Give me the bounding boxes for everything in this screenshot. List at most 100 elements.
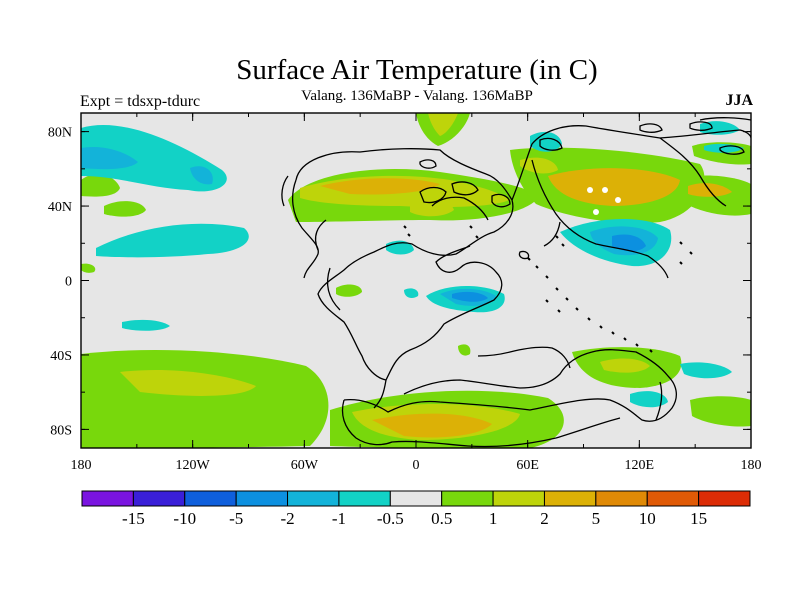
experiment-label: Expt = tdsxp-tdurc xyxy=(80,93,201,110)
coastline xyxy=(679,241,683,245)
colorbar-swatch xyxy=(81,490,134,507)
anomaly-region-green xyxy=(458,344,471,356)
colorbar-labels: -15 -10 -5 -2 -1 -0.5 0.5 1 2 5 10 15 xyxy=(122,509,707,528)
anomaly-region-orange xyxy=(548,168,680,206)
coastline xyxy=(557,309,561,313)
anomaly-region-speck xyxy=(587,187,593,193)
coastline xyxy=(291,179,319,279)
axis-ticks xyxy=(80,113,752,448)
colorbar-label: -5 xyxy=(229,509,243,528)
coastline xyxy=(281,175,289,207)
coastline-layer xyxy=(281,117,751,448)
anomaly-region-blue xyxy=(452,291,488,302)
anomaly-region-speck xyxy=(602,187,608,193)
coastline xyxy=(565,297,569,301)
x-axis-labels: 180 120W 60W 0 60E 120E 180 xyxy=(71,458,762,473)
coastline xyxy=(587,317,591,321)
colorbar-swatch xyxy=(543,490,597,507)
coastline xyxy=(689,251,693,255)
anomaly-region-cyan xyxy=(680,362,732,379)
colorbar-swatch xyxy=(595,490,648,507)
anomaly-region-orange xyxy=(372,413,492,438)
coastline xyxy=(419,159,437,169)
x-tick-label: 180 xyxy=(741,458,762,473)
coastline xyxy=(575,307,579,311)
coastline xyxy=(326,267,341,311)
anomaly-region-green xyxy=(336,284,362,297)
coastline xyxy=(635,343,639,347)
coastline xyxy=(545,275,549,279)
anomaly-region-cyan xyxy=(122,319,170,331)
coastline xyxy=(561,243,565,247)
colorbar-label: 0.5 xyxy=(431,509,452,528)
anomaly-region-green xyxy=(81,350,329,448)
colorbar-swatch xyxy=(646,490,700,507)
coastline xyxy=(611,331,615,335)
coastline xyxy=(649,349,653,353)
anomaly-region-green xyxy=(690,396,751,427)
coastline xyxy=(545,299,549,303)
colorbar-label: -1 xyxy=(332,509,346,528)
map-title: Surface Air Temperature (in C) xyxy=(236,54,598,86)
anomaly-region-yellow_green xyxy=(428,113,458,136)
colorbar-label: 2 xyxy=(540,509,549,528)
colorbar-label: -15 xyxy=(122,509,145,528)
anomaly-region-orange xyxy=(688,183,732,197)
coastline xyxy=(555,235,559,239)
coastline xyxy=(689,121,713,131)
x-tick-label: 60E xyxy=(516,458,539,473)
coastline xyxy=(477,346,571,369)
anomaly-region-blue xyxy=(612,234,646,252)
coastline xyxy=(531,159,669,279)
coastline xyxy=(511,125,751,201)
x-tick-label: 0 xyxy=(413,458,420,473)
coastline xyxy=(543,221,561,247)
y-axis-labels: 80N 40N 0 40S 80S xyxy=(48,126,72,439)
coastline xyxy=(679,261,683,265)
anomaly-region-cyan xyxy=(404,288,419,298)
anomaly-region-light_blue xyxy=(190,166,213,185)
anomaly-region-light_blue xyxy=(81,146,138,170)
coastline xyxy=(451,181,479,196)
anomaly-region-orange xyxy=(320,178,440,195)
coastline xyxy=(655,381,663,421)
coastline xyxy=(475,235,479,239)
coastline xyxy=(539,137,563,151)
coastline xyxy=(599,325,603,329)
x-tick-label: 120W xyxy=(176,458,211,473)
coastline xyxy=(659,137,727,207)
colorbar-label: 5 xyxy=(592,509,601,528)
coastline xyxy=(469,225,473,229)
colorbar-swatch xyxy=(132,490,186,507)
colorbar-swatch xyxy=(338,490,391,507)
y-tick-label: 80S xyxy=(50,423,72,438)
coastline xyxy=(699,117,751,121)
colorbar-swatch xyxy=(235,490,289,507)
x-tick-label: 180 xyxy=(71,458,92,473)
coastline xyxy=(527,257,531,261)
anomaly-region-yellow_green xyxy=(120,369,256,396)
coastline xyxy=(639,123,663,133)
anomaly-region-speck xyxy=(615,197,621,203)
anomaly-region-cyan xyxy=(630,391,668,408)
anomaly-region-green xyxy=(81,263,96,273)
colorbar-swatch xyxy=(389,490,443,507)
colorbar-swatch xyxy=(184,490,237,507)
anomaly-region-yellow_green xyxy=(410,197,454,217)
colorbar-label: -10 xyxy=(173,509,196,528)
coastline xyxy=(431,196,489,221)
colorbar-label: 1 xyxy=(489,509,498,528)
coastline xyxy=(314,219,327,251)
anomaly-region-yellow_green xyxy=(520,157,558,174)
map-subtitle: Valang. 136MaBP - Valang. 136MaBP xyxy=(301,88,533,104)
colorbar-label: -0.5 xyxy=(377,509,404,528)
coastline xyxy=(555,287,559,291)
colorbar-label: 15 xyxy=(690,509,707,528)
anomaly-region-cyan xyxy=(81,124,227,192)
colorbar xyxy=(81,490,751,507)
colorbar-swatch xyxy=(492,490,545,507)
coastline xyxy=(341,399,621,448)
anomaly-region-cyan xyxy=(530,131,562,152)
y-tick-label: 40N xyxy=(48,200,72,215)
coastline xyxy=(403,225,407,229)
